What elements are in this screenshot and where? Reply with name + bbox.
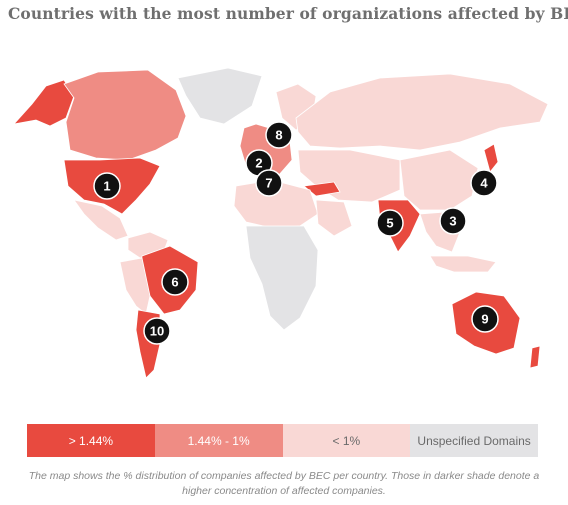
legend: > 1.44% 1.44% - 1% < 1% Unspecified Doma…: [27, 424, 538, 457]
marker-8: 8: [265, 121, 293, 149]
map-title: Countries with the most number of organi…: [8, 4, 568, 23]
region-nz: [529, 345, 541, 369]
svg-text:7: 7: [265, 176, 272, 191]
region-japan: [483, 143, 499, 173]
world-map: 1 2 3 4 5 6 7 8 9 10: [12, 67, 549, 379]
svg-text:8: 8: [275, 128, 282, 143]
legend-high-label: > 1.44%: [68, 433, 114, 448]
region-mexico: [73, 199, 129, 241]
marker-5: 5: [376, 209, 404, 237]
region-greenland: [177, 67, 263, 125]
region-canada: [63, 69, 187, 161]
marker-10: 10: [143, 317, 171, 345]
region-alaska: [12, 79, 75, 127]
svg-text:5: 5: [386, 216, 393, 231]
marker-3: 3: [439, 207, 467, 235]
legend-high: > 1.44%: [27, 424, 155, 457]
legend-mid: 1.44% - 1%: [154, 424, 283, 457]
marker-6: 6: [161, 268, 189, 296]
legend-unspecified-label: Unspecified Domains: [417, 433, 531, 448]
region-turkey: [303, 181, 341, 197]
region-gulf: [315, 199, 353, 237]
svg-text:10: 10: [150, 324, 164, 339]
region-china: [399, 149, 479, 211]
map-caption: The map shows the % distribution of comp…: [28, 470, 540, 497]
marker-1: 1: [93, 172, 121, 200]
svg-text:6: 6: [171, 275, 178, 290]
svg-text:4: 4: [480, 176, 488, 191]
legend-low-label: < 1%: [332, 433, 361, 448]
region-russia: [295, 73, 549, 151]
legend-low: < 1%: [282, 424, 411, 457]
marker-7: 7: [255, 169, 283, 197]
svg-text:2: 2: [255, 156, 262, 171]
svg-text:3: 3: [449, 214, 456, 229]
marker-4: 4: [470, 169, 498, 197]
svg-text:1: 1: [103, 179, 110, 194]
marker-9: 9: [471, 305, 499, 333]
legend-mid-label: 1.44% - 1%: [187, 433, 250, 448]
region-africa: [245, 225, 319, 331]
legend-unspecified: Unspecified Domains: [410, 424, 538, 457]
svg-text:9: 9: [481, 312, 488, 327]
region-indonesia: [429, 255, 497, 273]
